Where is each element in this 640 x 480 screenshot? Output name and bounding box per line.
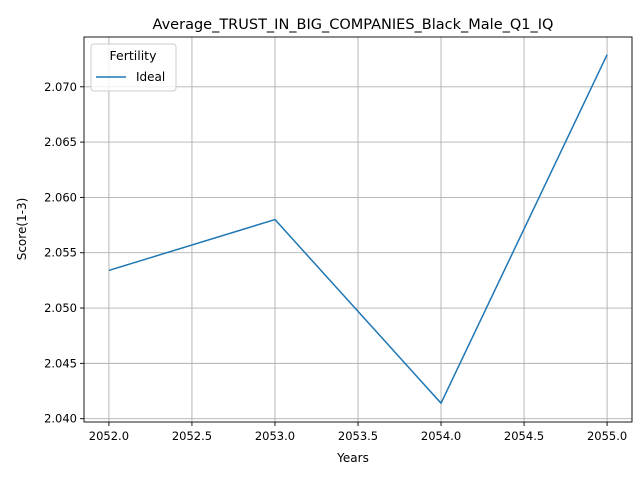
- y-tick-label: 2.045: [44, 356, 77, 370]
- x-tick-label: 2052.5: [172, 429, 212, 443]
- y-axis-label: Score(1-3): [15, 198, 29, 261]
- x-axis-ticks: 2052.0 2052.5 2053.0 2053.5 2054.0 2054.5 2055…: [89, 422, 627, 443]
- y-tick-label: 2.055: [44, 246, 77, 260]
- chart-title: Average_TRUST_IN_BIG_COMPANIES_Black_Mal…: [153, 17, 554, 33]
- x-tick-label: 2053.5: [338, 429, 378, 443]
- x-tick-label: 2054.5: [504, 429, 544, 443]
- x-tick-label: 2053.0: [255, 429, 295, 443]
- legend-entry-ideal: Ideal: [136, 70, 165, 84]
- legend-box: [90, 43, 177, 92]
- y-axis-ticks: 2.040 2.045 2.050 2.055 2.060 2.065 2.070: [44, 80, 84, 426]
- x-axis-label: Years: [336, 451, 369, 465]
- legend-title: Fertility: [110, 48, 158, 63]
- series-line-ideal: [108, 54, 608, 404]
- legend: Fertility Ideal: [90, 43, 177, 92]
- y-tick-label: 2.040: [44, 412, 77, 426]
- y-tick-label: 2.070: [44, 80, 77, 94]
- x-tick-label: 2055.0: [587, 429, 627, 443]
- y-tick-label: 2.050: [44, 301, 77, 315]
- y-tick-label: 2.060: [44, 190, 77, 204]
- y-tick-label: 2.065: [44, 135, 77, 149]
- x-tick-label: 2052.0: [89, 429, 129, 443]
- x-tick-label: 2054.0: [421, 429, 461, 443]
- grid-lines: [84, 37, 632, 422]
- series-layer: [108, 54, 608, 404]
